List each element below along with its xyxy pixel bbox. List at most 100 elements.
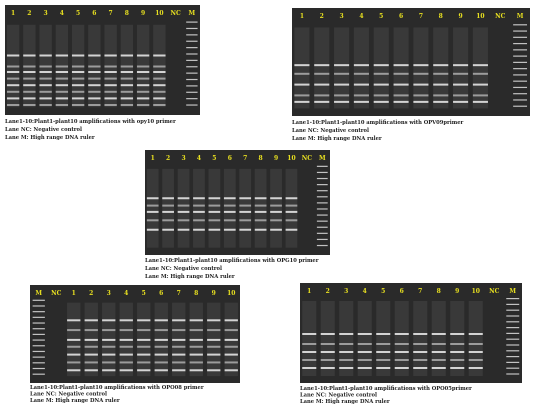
- band: [373, 83, 389, 86]
- lane-smear: [433, 27, 449, 109]
- caption-line: Lane NC: Negative control: [30, 392, 107, 398]
- ladder-band: [316, 165, 328, 167]
- band: [162, 204, 174, 207]
- band: [357, 351, 372, 353]
- lane-label: 6: [92, 10, 96, 17]
- band: [55, 104, 69, 106]
- band: [39, 54, 52, 57]
- band: [339, 343, 354, 345]
- lane-label: 4: [363, 288, 367, 295]
- lane-label: 6: [228, 155, 232, 162]
- band: [177, 204, 190, 207]
- ladder-band: [316, 177, 328, 180]
- band: [67, 329, 81, 332]
- band: [339, 333, 354, 335]
- band: [102, 338, 116, 341]
- band: [302, 343, 317, 345]
- band: [285, 219, 298, 222]
- ladder-band: [32, 373, 45, 375]
- lane-smear: [376, 301, 391, 376]
- band: [146, 219, 159, 222]
- band: [172, 345, 186, 348]
- ladder-band: [513, 86, 528, 89]
- band: [357, 333, 372, 335]
- band: [239, 219, 252, 222]
- band: [136, 90, 150, 93]
- lane-smear: [468, 301, 483, 376]
- band: [39, 104, 52, 106]
- band: [136, 84, 150, 87]
- band: [71, 84, 85, 87]
- band: [104, 97, 117, 100]
- caption-line: Lane NC: Negative control: [292, 128, 369, 134]
- ladder-band: [186, 85, 198, 87]
- band: [450, 333, 465, 335]
- band: [393, 72, 409, 75]
- caption-line: Lane1-10:Plant1-plant10 amplifications w…: [30, 385, 204, 391]
- band: [6, 77, 20, 80]
- band: [207, 329, 221, 332]
- band: [376, 333, 391, 335]
- lane-smear: [413, 27, 429, 109]
- lane-label: 2: [320, 13, 324, 20]
- band: [353, 83, 369, 86]
- lane-label: 10: [476, 13, 484, 20]
- band: [334, 64, 350, 67]
- caption-line: Lane1-10:Plant1-plant10 amplifications w…: [292, 120, 464, 126]
- lane-label: 5: [76, 10, 80, 17]
- band: [162, 219, 174, 222]
- band: [431, 367, 446, 369]
- lane-label: 10: [472, 288, 480, 295]
- band: [270, 197, 282, 200]
- lane-smear: [393, 27, 409, 109]
- band: [172, 329, 186, 332]
- lane-label: M: [319, 155, 326, 162]
- ladder-band: [316, 238, 328, 241]
- ladder-band: [316, 184, 328, 186]
- band: [189, 345, 203, 348]
- band: [154, 329, 168, 332]
- band: [154, 319, 168, 322]
- ladder-band: [506, 298, 520, 300]
- band: [353, 100, 369, 103]
- band: [208, 219, 221, 222]
- lane-label: M: [517, 13, 524, 20]
- lane-label: NC: [51, 290, 61, 297]
- band: [23, 65, 36, 68]
- band: [153, 71, 166, 73]
- band: [376, 367, 391, 369]
- band: [453, 100, 469, 103]
- band: [373, 72, 389, 75]
- band: [224, 319, 238, 322]
- caption-line: Lane M: High range DNA ruler: [5, 135, 95, 141]
- lane-smear: [285, 168, 298, 248]
- ladder-band: [32, 311, 45, 313]
- lane-smear: [146, 168, 159, 248]
- ladder-band: [186, 66, 198, 68]
- band: [373, 100, 389, 103]
- lane-label: 9: [274, 155, 278, 162]
- lane-label: 8: [259, 155, 263, 162]
- band: [6, 104, 20, 106]
- ladder-band: [32, 333, 45, 336]
- band: [208, 204, 221, 207]
- lane-label: 3: [181, 155, 185, 162]
- ladder-band: [186, 104, 198, 106]
- band: [314, 64, 330, 67]
- lane-label: 10: [287, 155, 295, 162]
- lane-label: NC: [495, 13, 505, 20]
- lane-label: 2: [326, 288, 330, 295]
- band: [153, 90, 166, 93]
- band: [137, 361, 151, 364]
- band: [6, 54, 20, 57]
- band: [67, 369, 81, 372]
- band: [189, 369, 203, 372]
- band: [23, 71, 36, 73]
- band: [6, 84, 20, 87]
- band: [193, 197, 205, 200]
- band: [119, 369, 133, 372]
- band: [88, 71, 101, 73]
- band: [84, 345, 98, 348]
- lane-label: 9: [141, 10, 145, 17]
